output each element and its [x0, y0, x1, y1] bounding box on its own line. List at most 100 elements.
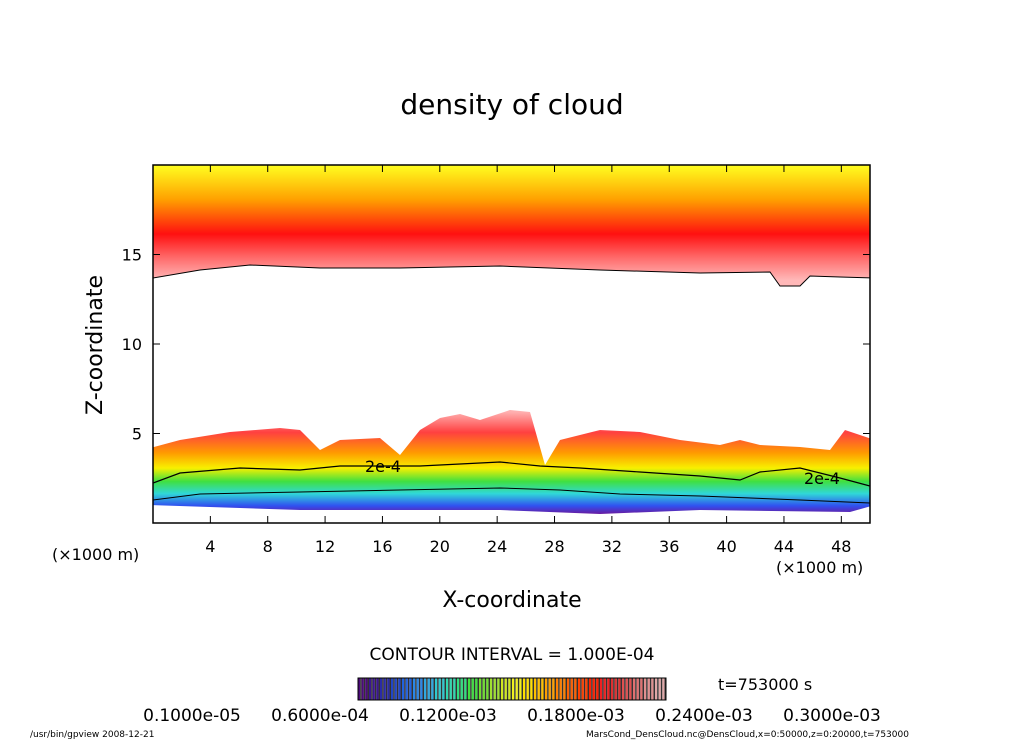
colorbar-swatch [380, 678, 383, 700]
x-tick-label: 12 [315, 537, 335, 556]
colorbar-swatch [603, 678, 606, 700]
colorbar-swatch [563, 678, 566, 700]
colorbar-divider [440, 678, 443, 700]
colorbar-swatch [633, 678, 636, 700]
colorbar-divider [433, 678, 435, 700]
x-tick-label: 36 [659, 537, 679, 556]
colorbar-divider [393, 678, 395, 700]
colorbar-divider [583, 678, 586, 700]
colorbar-swatch [545, 678, 548, 700]
colorbar-divider [459, 678, 461, 700]
colorbar-swatch [464, 678, 467, 700]
colorbar-divider [374, 678, 377, 700]
x-tick-label: 4 [205, 537, 215, 556]
colorbar-divider [510, 678, 512, 700]
colorbar-divider [594, 678, 597, 700]
colorbar-swatch [424, 678, 427, 700]
colorbar-divider [444, 678, 446, 700]
colorbar-divider [558, 678, 560, 700]
colorbar-swatch [592, 678, 595, 700]
contour-line-2e-4 [153, 461, 870, 487]
colorbar-divider [481, 678, 483, 700]
colorbar-swatch [519, 678, 522, 700]
y-tick-label: 10 [122, 335, 142, 354]
colorbar-divider [503, 678, 505, 700]
upper-cloud-layer [153, 165, 870, 287]
colorbar-divider [580, 678, 582, 700]
colorbar-swatch [581, 678, 584, 700]
colorbar-swatch [493, 678, 496, 700]
colorbar-swatch [442, 678, 445, 700]
x-tick-label: 44 [774, 537, 794, 556]
colorbar-divider [404, 678, 406, 700]
colorbar-divider [477, 678, 479, 700]
colorbar-swatch [552, 678, 555, 700]
colorbar-divider [627, 678, 630, 700]
y-tick-label: 5 [132, 425, 142, 444]
colorbar-swatch [420, 678, 423, 700]
colorbar-divider [437, 678, 439, 700]
colorbar-swatch [504, 678, 507, 700]
colorbar-divider [382, 678, 384, 700]
colorbar-divider [470, 678, 472, 700]
colorbar-swatch [446, 678, 449, 700]
colorbar-divider [565, 678, 567, 700]
colorbar-swatch [435, 678, 438, 700]
colorbar-divider [646, 678, 648, 700]
y-axis-label: Z-coordinate [83, 275, 108, 415]
colorbar-divider [664, 678, 666, 700]
colorbar-swatch [501, 678, 504, 700]
colorbar-divider [506, 678, 509, 700]
time-label: t=753000 s [718, 675, 812, 694]
colorbar-swatch [629, 678, 632, 700]
colorbar-swatch [405, 678, 408, 700]
colorbar-swatch [567, 678, 570, 700]
colorbar-divider [605, 678, 608, 700]
colorbar-swatch [644, 678, 647, 700]
colorbar-swatch [614, 678, 617, 700]
colorbar-divider [371, 678, 373, 700]
colorbar-swatch [453, 678, 456, 700]
colorbar-swatch [651, 678, 654, 700]
colorbar-swatch [530, 678, 533, 700]
colorbar-tick-label: 0.1800e-03 [527, 706, 625, 726]
colorbar-divider [492, 678, 494, 700]
colorbar-divider [363, 678, 366, 700]
x-tick-label: 40 [716, 537, 736, 556]
colorbar-divider [426, 678, 428, 700]
colorbar-divider [543, 678, 545, 700]
colorbar-swatch [431, 678, 434, 700]
colorbar-divider [422, 678, 424, 700]
colorbar-divider [360, 678, 362, 700]
colorbar-divider [466, 678, 468, 700]
colorbar-divider [591, 678, 593, 700]
colorbar-swatch [427, 678, 430, 700]
colorbar-divider [616, 678, 619, 700]
colorbar-divider [389, 678, 391, 700]
colorbar-divider [411, 678, 413, 700]
colorbar-divider [587, 678, 589, 700]
colorbar-swatch [548, 678, 551, 700]
colorbar-divider [462, 678, 465, 700]
colorbar-divider [396, 678, 399, 700]
colorbar-swatch [409, 678, 412, 700]
lower-cloud-layer [153, 410, 870, 514]
contour-label: 2e-4 [365, 457, 401, 476]
colorbar-divider [569, 678, 571, 700]
colorbar-swatch [523, 678, 526, 700]
colorbar-swatch [658, 678, 661, 700]
x-tick-label: 20 [430, 537, 450, 556]
colorbar-divider [620, 678, 622, 700]
colorbar-swatch [475, 678, 478, 700]
colorbar-swatch [600, 678, 603, 700]
colorbar-swatch [574, 678, 577, 700]
colorbar-swatch [460, 678, 463, 700]
x-tick-label: 32 [602, 537, 622, 556]
colorbar-swatch [541, 678, 544, 700]
colorbar-divider [631, 678, 633, 700]
contour-label: 2e-4 [804, 469, 840, 488]
colorbar-swatch [365, 678, 368, 700]
colorbar-swatch [515, 678, 518, 700]
colorbar-divider [378, 678, 380, 700]
